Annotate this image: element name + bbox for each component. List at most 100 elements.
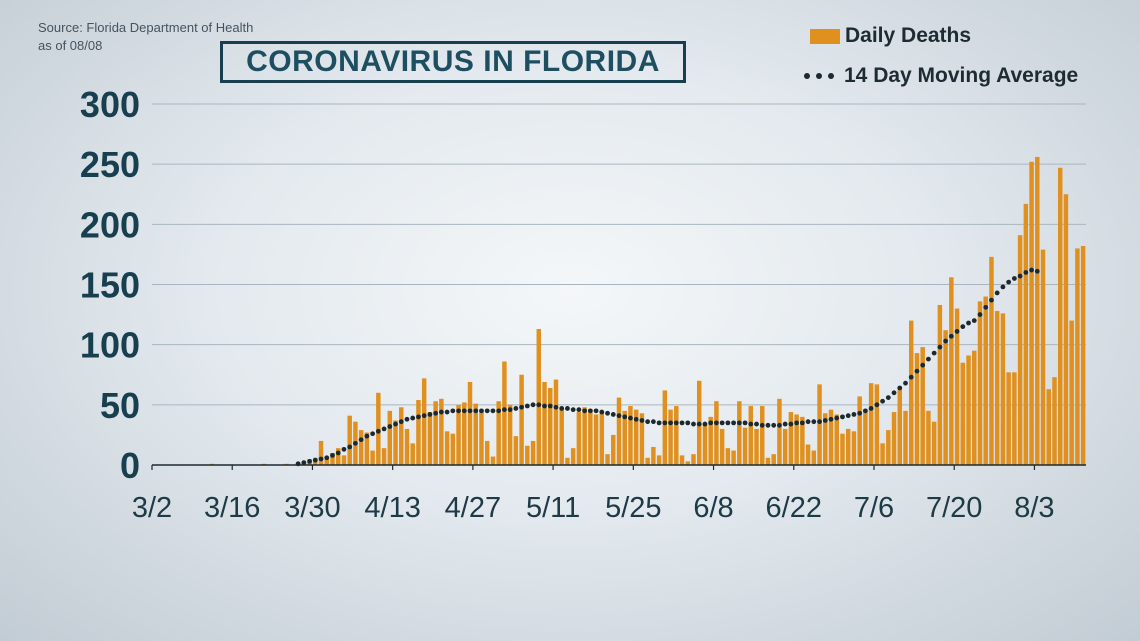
bar xyxy=(972,350,977,465)
bar xyxy=(599,412,605,465)
bar xyxy=(513,436,519,465)
moving-average-point xyxy=(358,437,364,443)
bar xyxy=(530,440,536,465)
moving-average-point xyxy=(484,408,490,414)
moving-average-point xyxy=(989,297,994,303)
bar xyxy=(679,455,685,465)
moving-average-point xyxy=(662,420,668,426)
legend-daily-deaths: Daily Deaths xyxy=(810,24,971,48)
bar xyxy=(748,406,754,465)
moving-average-point xyxy=(920,362,926,368)
bar xyxy=(639,413,645,465)
moving-average-point xyxy=(553,404,559,410)
chart-title-text: CORONAVIRUS IN FLORIDA xyxy=(246,45,660,78)
x-tick-label: 7/6 xyxy=(854,492,894,524)
bar xyxy=(656,455,662,465)
bar xyxy=(725,448,731,465)
moving-average-point xyxy=(639,418,645,423)
moving-average-point xyxy=(908,374,914,380)
moving-average-point xyxy=(559,406,565,411)
moving-average-point xyxy=(307,458,312,464)
bar xyxy=(708,416,713,465)
moving-average-point xyxy=(691,421,696,427)
x-tick-label: 5/11 xyxy=(526,492,580,524)
moving-average-point xyxy=(736,420,742,426)
bar xyxy=(782,428,788,465)
bar-series xyxy=(209,156,1086,466)
moving-average-point xyxy=(834,415,840,421)
moving-average-point xyxy=(799,420,805,426)
moving-average-point xyxy=(330,452,335,458)
bar xyxy=(330,452,335,465)
moving-average-series xyxy=(295,267,1040,467)
bar xyxy=(977,301,983,465)
moving-average-point xyxy=(788,421,794,427)
y-tick-label: 300 xyxy=(80,84,140,125)
bar xyxy=(840,433,845,465)
bar xyxy=(433,401,438,465)
moving-average-point xyxy=(398,419,404,425)
moving-average-point xyxy=(668,420,673,426)
x-tick-label: 8/3 xyxy=(1014,492,1054,524)
bar xyxy=(393,420,398,465)
bar xyxy=(765,457,771,465)
moving-average-point xyxy=(765,422,771,428)
moving-average-point xyxy=(473,408,479,414)
x-tick-label: 7/20 xyxy=(926,492,982,524)
moving-average-point xyxy=(645,419,651,425)
bar xyxy=(444,431,450,465)
bar xyxy=(404,428,410,465)
moving-average-point xyxy=(914,368,920,374)
moving-average-point xyxy=(868,406,874,411)
x-axis xyxy=(151,464,1086,470)
as-of-date: as of 08/08 xyxy=(38,38,103,53)
moving-average-point xyxy=(1029,267,1034,273)
moving-average-point xyxy=(679,420,685,426)
bar xyxy=(719,428,725,465)
moving-average-point xyxy=(610,412,616,417)
bar xyxy=(777,398,782,465)
bar xyxy=(834,414,839,465)
bar xyxy=(845,428,851,465)
moving-average-point xyxy=(857,410,863,416)
x-tick-label: 4/27 xyxy=(445,492,501,524)
bar xyxy=(628,406,633,465)
moving-average-point xyxy=(759,422,765,428)
bar xyxy=(994,310,1000,465)
bar xyxy=(662,390,668,465)
bar xyxy=(519,374,524,465)
moving-average-point xyxy=(1034,268,1040,274)
bar xyxy=(456,404,461,465)
bar xyxy=(949,277,954,465)
moving-average-point xyxy=(897,385,903,391)
moving-average-point xyxy=(530,402,536,408)
bar xyxy=(416,400,421,465)
moving-average-point xyxy=(324,455,330,461)
bar xyxy=(926,410,931,465)
moving-average-point xyxy=(433,410,439,416)
moving-average-point xyxy=(777,422,782,428)
bar xyxy=(754,428,759,465)
bar xyxy=(410,443,415,465)
bar xyxy=(960,362,966,465)
moving-average-point xyxy=(370,431,376,437)
bar xyxy=(1040,249,1046,465)
bar xyxy=(1029,161,1034,465)
moving-average-point xyxy=(565,406,570,411)
moving-average-point xyxy=(845,413,851,419)
legend-daily-deaths-label: Daily Deaths xyxy=(845,24,972,47)
moving-average-point xyxy=(347,444,353,450)
bar xyxy=(868,383,874,465)
bar xyxy=(490,456,496,465)
x-tick-label: 6/22 xyxy=(766,492,822,524)
bar xyxy=(347,415,352,465)
moving-average-point xyxy=(593,408,599,414)
bar xyxy=(794,414,799,465)
moving-average-point xyxy=(1011,276,1017,281)
moving-average-point xyxy=(782,421,788,427)
moving-average-point xyxy=(685,420,691,426)
moving-average-point xyxy=(811,419,817,425)
bar xyxy=(651,446,656,465)
moving-average-point xyxy=(926,356,931,362)
moving-average-point xyxy=(605,410,610,416)
